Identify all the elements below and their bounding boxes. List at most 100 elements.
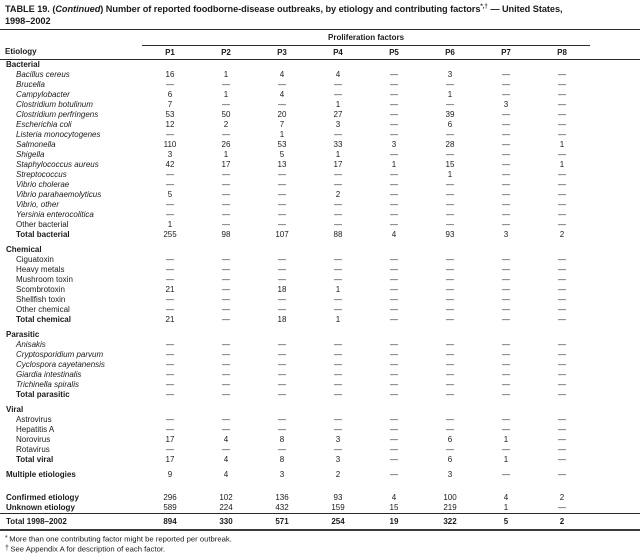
cell-value: — — [502, 210, 510, 220]
table-row: Trichinella spiralis — — — — — — — — — [0, 380, 640, 390]
cell-value: — — [222, 130, 230, 140]
cell-value: — — [334, 275, 342, 285]
factor-column-header: P8 — [534, 45, 591, 61]
cell-value: — — [558, 415, 566, 425]
cell-value: — — [334, 80, 342, 90]
cell-value: — — [222, 295, 230, 305]
cell-value: 1 — [335, 285, 341, 295]
cell-value: 159 — [331, 503, 345, 513]
filler-cell — [590, 513, 640, 532]
cell-value: — — [446, 190, 454, 200]
cell-value: 8 — [279, 455, 285, 465]
cell-value: — — [558, 200, 566, 210]
cell-value: — — [222, 265, 230, 275]
cell-value: 254 — [310, 513, 366, 532]
cell-value: — — [502, 315, 510, 325]
cell-value: 4 — [223, 435, 229, 445]
filler-cell — [590, 90, 640, 100]
group-header-row: Proliferation factors — [0, 29, 640, 47]
cell-value: 16 — [165, 70, 175, 80]
filler-cell — [590, 80, 640, 90]
cell-value: — — [278, 220, 286, 230]
table-row: Rotavirus — — — — — — — — — [0, 445, 640, 455]
cell-value: 4 — [335, 70, 341, 80]
cell-value: 100 — [443, 493, 457, 503]
table-row: Total 1998–2002 894 330 571 254 19 322 5 2 — [0, 513, 640, 532]
cell-value: — — [502, 130, 510, 140]
row-label: Ciguatoxin — [16, 255, 54, 265]
cell-value: — — [446, 295, 454, 305]
cell-value: 3 — [335, 120, 341, 130]
cell-value: 3 — [335, 455, 341, 465]
cell-value: — — [390, 350, 398, 360]
footnote-symbol: * — [5, 535, 8, 543]
table-row: Astrovirus — — — — — — — — — [0, 415, 640, 425]
cell-value: 1 — [447, 90, 453, 100]
cell-value: 1 — [503, 435, 509, 445]
cell-value: 1 — [559, 140, 565, 150]
table-row: Shigella 3 1 5 1 — — — — — [0, 150, 640, 160]
cell-value: — — [334, 90, 342, 100]
cell-value: — — [222, 210, 230, 220]
cell-value: 3 — [167, 150, 173, 160]
row-label: Heavy metals — [16, 265, 65, 275]
filler-cell — [590, 100, 640, 110]
cell-value: — — [446, 150, 454, 160]
title-suffix: — United States, — [487, 4, 563, 14]
cell-value: 17 — [165, 435, 175, 445]
row-label: Shellfish toxin — [16, 295, 66, 305]
table-row: Cyclospora cayetanensis — — — — — — — — — [0, 360, 640, 370]
filler-cell — [590, 360, 640, 370]
row-label: Total 1998–2002 — [0, 513, 142, 532]
filler-cell — [590, 200, 640, 210]
cell-value: 322 — [422, 513, 478, 532]
cell-value: 17 — [221, 160, 231, 170]
cell-value: 93 — [333, 493, 343, 503]
cell-value: 4 — [503, 493, 509, 503]
cell-value: — — [278, 350, 286, 360]
filler-cell — [590, 255, 640, 265]
cell-value: — — [446, 255, 454, 265]
filler-cell — [590, 315, 640, 325]
cell-value: — — [278, 200, 286, 210]
cell-value: — — [558, 120, 566, 130]
cell-value: 1 — [447, 170, 453, 180]
spacer-cell — [0, 480, 640, 493]
cell-value: — — [334, 360, 342, 370]
cell-value: — — [166, 380, 174, 390]
cell-value: — — [446, 315, 454, 325]
cell-value: — — [558, 285, 566, 295]
cell-value: — — [278, 340, 286, 350]
cell-value: — — [278, 425, 286, 435]
filler-cell — [590, 415, 640, 425]
cell-value: 1 — [223, 90, 229, 100]
cell-value: — — [334, 425, 342, 435]
cell-value: — — [446, 390, 454, 400]
cell-value: — — [278, 445, 286, 455]
cell-value: — — [334, 340, 342, 350]
cell-value: 3 — [335, 435, 341, 445]
footnote-text: See Appendix A for description of each f… — [10, 544, 166, 553]
cell-value: — — [166, 445, 174, 455]
cell-value: — — [390, 130, 398, 140]
row-label: Other bacterial — [16, 220, 69, 230]
cell-value: — — [334, 210, 342, 220]
cell-value: — — [222, 425, 230, 435]
cell-value: — — [446, 415, 454, 425]
cell-value: 5 — [167, 190, 173, 200]
cell-value: — — [558, 390, 566, 400]
cell-value: — — [390, 470, 398, 480]
cell-value: 3 — [447, 70, 453, 80]
filler-cell — [590, 265, 640, 275]
cell-value: 1 — [559, 160, 565, 170]
cell-value: — — [334, 265, 342, 275]
filler-cell — [590, 305, 640, 315]
row-label: Vibrio, other — [16, 200, 59, 210]
cell-value: — — [278, 380, 286, 390]
cell-value: — — [222, 180, 230, 190]
cell-value: — — [390, 380, 398, 390]
row-label: Multiple etiologies — [6, 470, 76, 480]
filler-cell — [590, 190, 640, 200]
cell-value: — — [334, 445, 342, 455]
cell-value: 6 — [447, 120, 453, 130]
